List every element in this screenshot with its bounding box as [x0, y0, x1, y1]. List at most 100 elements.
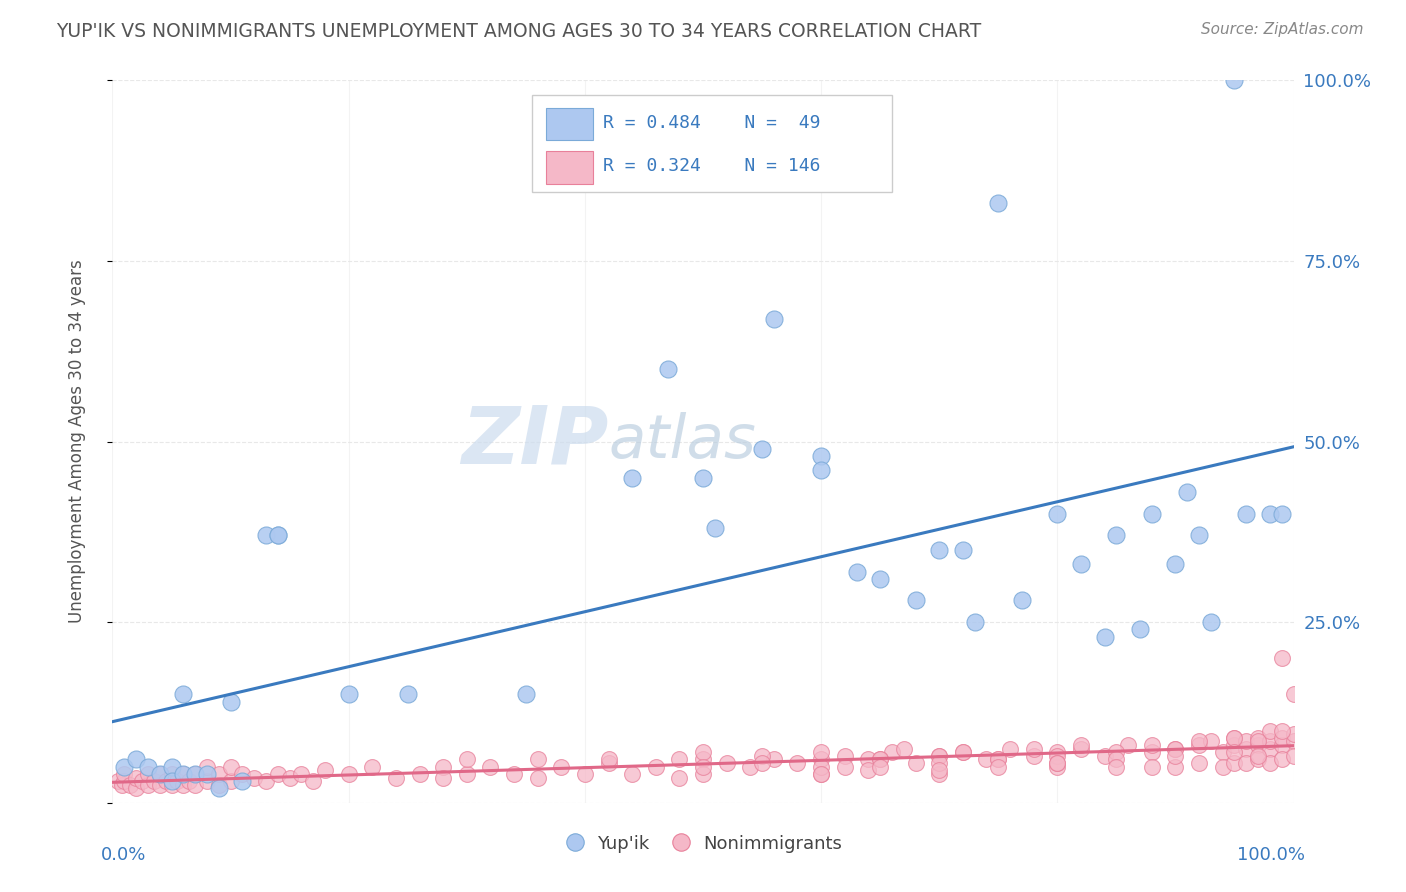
Point — [1116, 738, 1139, 752]
Point — [179, 774, 201, 789]
Point — [219, 774, 242, 789]
Point — [716, 756, 738, 770]
Point — [1223, 738, 1246, 752]
Point — [166, 774, 188, 789]
Point — [302, 774, 325, 789]
Point — [149, 767, 172, 781]
Point — [598, 752, 620, 766]
Point — [550, 760, 572, 774]
Point — [598, 756, 620, 770]
Point — [1188, 734, 1211, 748]
Point — [1046, 748, 1069, 763]
Point — [1164, 760, 1187, 774]
Point — [657, 362, 679, 376]
Point — [928, 764, 950, 778]
Point — [1282, 687, 1305, 701]
Point — [1105, 752, 1128, 766]
Point — [149, 778, 172, 792]
Point — [1247, 731, 1270, 745]
Point — [987, 760, 1010, 774]
Point — [1046, 760, 1069, 774]
Point — [810, 463, 832, 477]
Point — [1258, 756, 1281, 770]
Point — [810, 767, 832, 781]
Point — [740, 760, 762, 774]
Point — [1199, 615, 1222, 630]
Point — [751, 748, 773, 763]
Legend: Yup'ik, Nonimmigrants: Yup'ik, Nonimmigrants — [558, 829, 848, 859]
Point — [1271, 752, 1294, 766]
Point — [314, 764, 336, 778]
Point — [644, 760, 666, 774]
Point — [1247, 738, 1270, 752]
Point — [1070, 738, 1092, 752]
Point — [219, 760, 242, 774]
Point — [1188, 528, 1211, 542]
Point — [160, 767, 183, 781]
Point — [1188, 756, 1211, 770]
Point — [107, 774, 129, 789]
Point — [762, 752, 785, 766]
Point — [208, 781, 231, 796]
Point — [1247, 752, 1270, 766]
Point — [1258, 507, 1281, 521]
Point — [1164, 558, 1187, 572]
Point — [337, 767, 360, 781]
Point — [904, 593, 927, 607]
Point — [1247, 734, 1270, 748]
Point — [432, 771, 454, 785]
Point — [479, 760, 502, 774]
Point — [1282, 734, 1305, 748]
Point — [621, 470, 644, 484]
Point — [337, 687, 360, 701]
Point — [987, 196, 1010, 211]
Point — [869, 752, 891, 766]
Point — [149, 767, 172, 781]
Point — [1046, 745, 1069, 759]
Point — [111, 778, 134, 792]
Point — [290, 767, 312, 781]
Point — [1094, 630, 1116, 644]
Point — [692, 752, 714, 766]
Point — [1223, 73, 1246, 87]
Point — [858, 764, 880, 778]
Point — [1223, 756, 1246, 770]
Text: R = 0.324    N = 146: R = 0.324 N = 146 — [603, 157, 820, 175]
Point — [880, 745, 903, 759]
Point — [432, 760, 454, 774]
Point — [184, 778, 207, 792]
Point — [1223, 731, 1246, 745]
Point — [1070, 558, 1092, 572]
Point — [1164, 741, 1187, 756]
Point — [928, 748, 950, 763]
Point — [904, 756, 927, 770]
Point — [243, 771, 266, 785]
Point — [195, 774, 218, 789]
Point — [928, 748, 950, 763]
Point — [1212, 760, 1234, 774]
Text: R = 0.484    N =  49: R = 0.484 N = 49 — [603, 114, 820, 132]
Point — [136, 767, 159, 781]
Point — [131, 774, 153, 789]
Point — [160, 774, 183, 789]
Point — [998, 741, 1021, 756]
Point — [231, 774, 253, 789]
Point — [1234, 741, 1257, 756]
Point — [195, 767, 218, 781]
Point — [1223, 731, 1246, 745]
Point — [928, 767, 950, 781]
Point — [278, 771, 301, 785]
Point — [1234, 756, 1257, 770]
Point — [1140, 760, 1163, 774]
Point — [125, 781, 148, 796]
Point — [692, 745, 714, 759]
Point — [1164, 748, 1187, 763]
Point — [810, 745, 832, 759]
Point — [195, 760, 218, 774]
Point — [1271, 723, 1294, 738]
Point — [385, 771, 408, 785]
Point — [219, 695, 242, 709]
Point — [526, 752, 548, 766]
Point — [963, 615, 986, 630]
Point — [1094, 748, 1116, 763]
